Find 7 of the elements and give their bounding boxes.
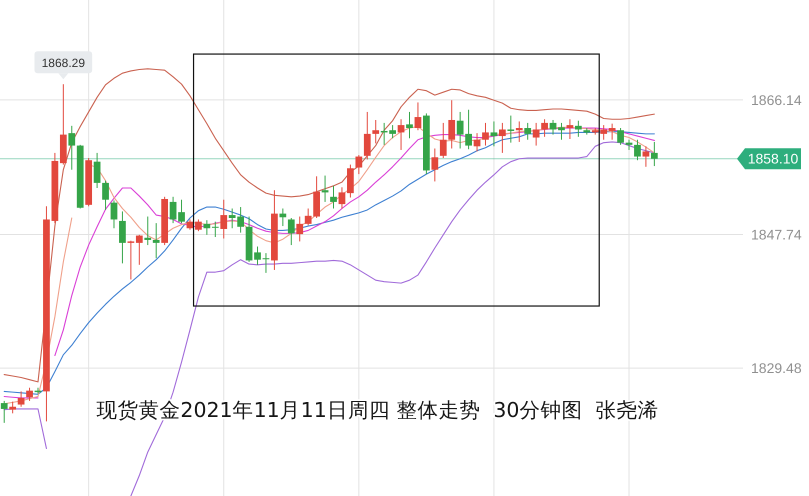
ref-line-label: 1858.10 (737, 148, 801, 170)
y-tick-label: 1847.74 (751, 226, 802, 243)
y-tick-label: 1866.14 (751, 92, 802, 108)
ref-line-label: 1858.10 (748, 150, 799, 167)
annotation: 1868.29 (34, 51, 92, 80)
annotation: 1868.29 (42, 56, 86, 70)
y-tick-label: 1829.48 (751, 360, 802, 376)
